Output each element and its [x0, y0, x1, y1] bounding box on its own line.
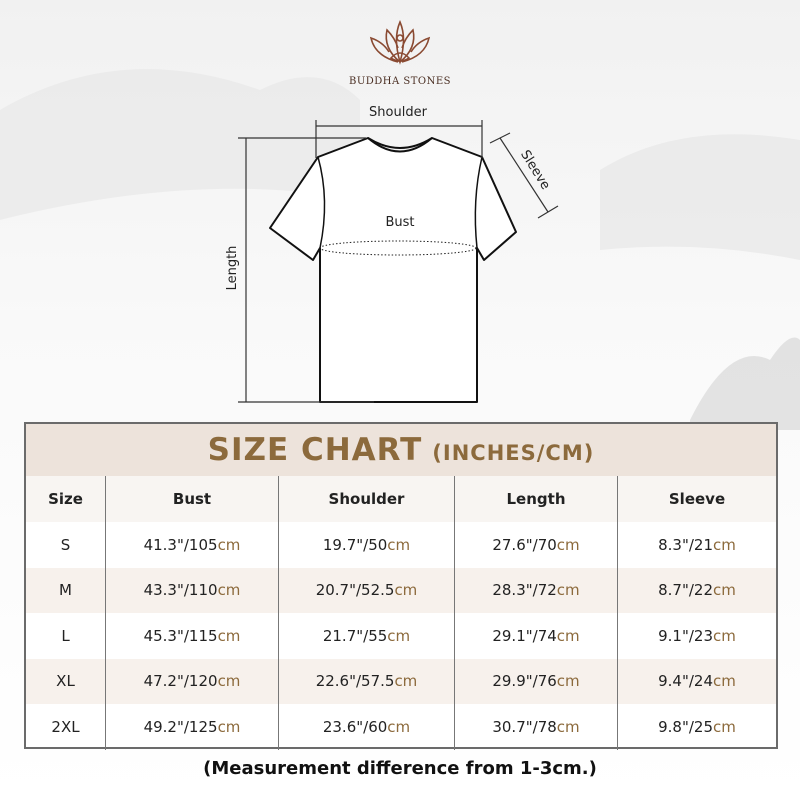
sleeve-cell: 9.4"/24 cm	[617, 658, 776, 704]
table-row: S 41.3"/105 cm 19.7"/50 cm 27.6"/70 cm 8.3"/21 c…	[26, 522, 776, 568]
size-cell: XL	[26, 659, 105, 705]
shoulder-value: 23.6"/60	[322, 717, 388, 736]
sleeve-value: 9.8"/25	[658, 717, 714, 736]
bust-value: 47.2"/120	[143, 672, 218, 691]
tshirt-outline	[269, 137, 517, 403]
unit-label: cm	[217, 672, 241, 691]
bust-cell: 41.3"/105 cm	[105, 522, 278, 568]
unit-label: cm	[387, 535, 411, 554]
bust-value: 41.3"/105	[143, 535, 218, 554]
shoulder-value: 19.7"/50	[322, 535, 388, 554]
table-row: 2XL 49.2"/125 cm 23.6"/60 cm 30.7"/78 cm 9.8"/2…	[26, 704, 776, 750]
bust-cell: 47.2"/120 cm	[105, 658, 278, 704]
brand-name: BUDDHA STONES	[348, 76, 452, 87]
unit-label: cm	[387, 626, 411, 645]
unit-label: cm	[217, 626, 241, 645]
size-value: M	[59, 581, 72, 600]
sleeve-cell: 9.1"/23 cm	[617, 613, 776, 659]
table-row: M 43.3"/110 cm 20.7"/52.5 cm 28.3"/72 cm 8.7"/2…	[26, 567, 776, 614]
unit-label: cm	[217, 581, 241, 600]
sleeve-label: Sleeve	[517, 148, 553, 193]
sleeve-value: 9.1"/23	[658, 626, 714, 645]
header-shoulder: Shoulder	[278, 476, 454, 522]
unit-label: cm	[387, 717, 411, 736]
unit-label: cm	[713, 535, 736, 554]
length-value: 28.3"/72	[492, 581, 557, 600]
table-row: XL 47.2"/120 cm 22.6"/57.5 cm 29.9"/76 cm 9.4"/…	[26, 658, 776, 705]
unit-label: cm	[556, 672, 580, 691]
sleeve-value: 8.7"/22	[658, 581, 714, 600]
length-cell: 28.3"/72 cm	[454, 567, 617, 613]
tshirt-diagram: Shoulder Bust Length Sleeve	[225, 105, 559, 403]
unit-label: cm	[713, 626, 736, 645]
size-cell: 2XL	[26, 704, 105, 750]
sleeve-value: 8.3"/21	[658, 535, 714, 554]
length-cell: 30.7"/78 cm	[454, 704, 617, 750]
unit-label: cm	[217, 717, 241, 736]
header-row: Size Bust Shoulder Length Sleeve	[26, 476, 776, 522]
unit-label: cm	[713, 717, 736, 736]
unit-label: cm	[713, 672, 736, 691]
shoulder-value: 20.7"/52.5	[315, 581, 395, 600]
header-sleeve: Sleeve	[617, 476, 776, 522]
bust-cell: 43.3"/110 cm	[105, 567, 278, 613]
bust-cell: 49.2"/125 cm	[105, 704, 278, 750]
size-value: L	[61, 626, 70, 645]
unit-label: cm	[394, 581, 418, 600]
length-cell: 27.6"/70 cm	[454, 522, 617, 568]
size-chart-title: SIZE CHART (INCHES/CM)	[26, 424, 776, 476]
title-main: SIZE CHART	[207, 432, 423, 468]
size-cell: M	[26, 568, 105, 614]
shoulder-label: Shoulder	[369, 105, 428, 120]
sleeve-cell: 8.7"/22 cm	[617, 567, 776, 613]
bust-value: 49.2"/125	[143, 717, 218, 736]
length-cell: 29.9"/76 cm	[454, 658, 617, 704]
size-value: S	[60, 535, 71, 554]
length-value: 27.6"/70	[492, 535, 557, 554]
shoulder-cell: 23.6"/60 cm	[278, 704, 454, 750]
shoulder-cell: 20.7"/52.5 cm	[278, 567, 454, 613]
bust-cell: 45.3"/115 cm	[105, 613, 278, 659]
bust-value: 45.3"/115	[143, 626, 218, 645]
length-value: 29.9"/76	[492, 672, 557, 691]
shoulder-cell: 19.7"/50 cm	[278, 522, 454, 568]
unit-label: cm	[556, 626, 580, 645]
length-value: 30.7"/78	[492, 717, 557, 736]
length-value: 29.1"/74	[492, 626, 557, 645]
shoulder-cell: 22.6"/57.5 cm	[278, 658, 454, 704]
unit-label: cm	[556, 717, 580, 736]
sleeve-value: 9.4"/24	[658, 672, 714, 691]
header-bust: Bust	[105, 476, 278, 522]
lotus-meditation-icon	[369, 20, 431, 65]
sleeve-cell: 8.3"/21 cm	[617, 522, 776, 568]
sleeve-cell: 9.8"/25 cm	[617, 704, 776, 750]
unit-label: cm	[556, 535, 580, 554]
header-length: Length	[454, 476, 617, 522]
size-cell: S	[26, 522, 105, 568]
table-row: L 45.3"/115 cm 21.7"/55 cm 29.1"/74 cm 9.1"/23 c…	[26, 613, 776, 659]
bust-value: 43.3"/110	[143, 581, 218, 600]
size-value: XL	[56, 672, 75, 691]
length-cell: 29.1"/74 cm	[454, 613, 617, 659]
size-chart-table: SIZE CHART (INCHES/CM) Size Bust Shoulde…	[24, 422, 778, 750]
unit-label: cm	[394, 672, 418, 691]
bust-label: Bust	[385, 215, 414, 230]
unit-label: cm	[556, 581, 580, 600]
shoulder-value: 22.6"/57.5	[315, 672, 395, 691]
unit-label: cm	[713, 581, 736, 600]
size-cell: L	[26, 613, 105, 659]
length-label: Length	[225, 246, 240, 291]
title-units: (INCHES/CM)	[432, 441, 595, 465]
shoulder-value: 21.7"/55	[322, 626, 388, 645]
brand-logo: BUDDHA STONES	[340, 18, 460, 87]
header-size: Size	[48, 490, 83, 508]
shoulder-cell: 21.7"/55 cm	[278, 613, 454, 659]
size-value: 2XL	[51, 717, 80, 736]
measurement-note: (Measurement difference from 1-3cm.)	[203, 758, 597, 779]
bust-line	[319, 240, 477, 256]
unit-label: cm	[217, 535, 241, 554]
